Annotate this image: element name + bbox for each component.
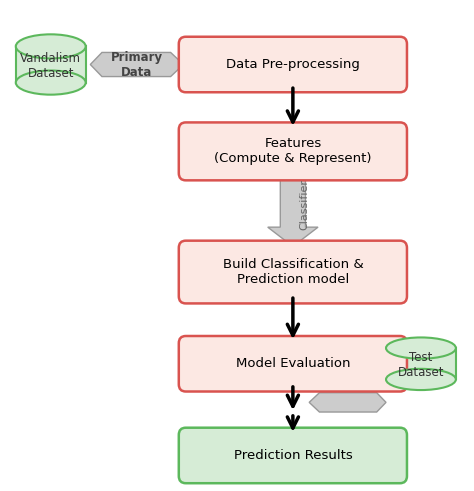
Text: Primary
Data: Primary Data: [111, 51, 163, 79]
FancyBboxPatch shape: [179, 122, 407, 180]
Ellipse shape: [16, 34, 86, 58]
Polygon shape: [16, 47, 86, 82]
Text: Features
(Compute & Represent): Features (Compute & Represent): [214, 137, 372, 165]
FancyBboxPatch shape: [179, 428, 407, 483]
Text: Model Evaluation: Model Evaluation: [236, 357, 350, 370]
FancyBboxPatch shape: [179, 336, 407, 391]
Text: Classifier: Classifier: [300, 179, 310, 230]
Text: Test
Dataset: Test Dataset: [398, 351, 444, 379]
Polygon shape: [268, 173, 318, 246]
Ellipse shape: [386, 369, 456, 390]
FancyBboxPatch shape: [179, 37, 407, 92]
FancyBboxPatch shape: [179, 241, 407, 303]
Text: Prediction Results: Prediction Results: [234, 449, 352, 462]
Text: Data Pre-processing: Data Pre-processing: [226, 58, 360, 71]
Polygon shape: [386, 348, 456, 380]
Ellipse shape: [386, 337, 456, 359]
Polygon shape: [309, 393, 386, 412]
Ellipse shape: [16, 71, 86, 95]
Text: Vandalism
Dataset: Vandalism Dataset: [20, 52, 81, 80]
Text: Build Classification &
Prediction model: Build Classification & Prediction model: [222, 258, 363, 286]
Polygon shape: [91, 53, 183, 77]
